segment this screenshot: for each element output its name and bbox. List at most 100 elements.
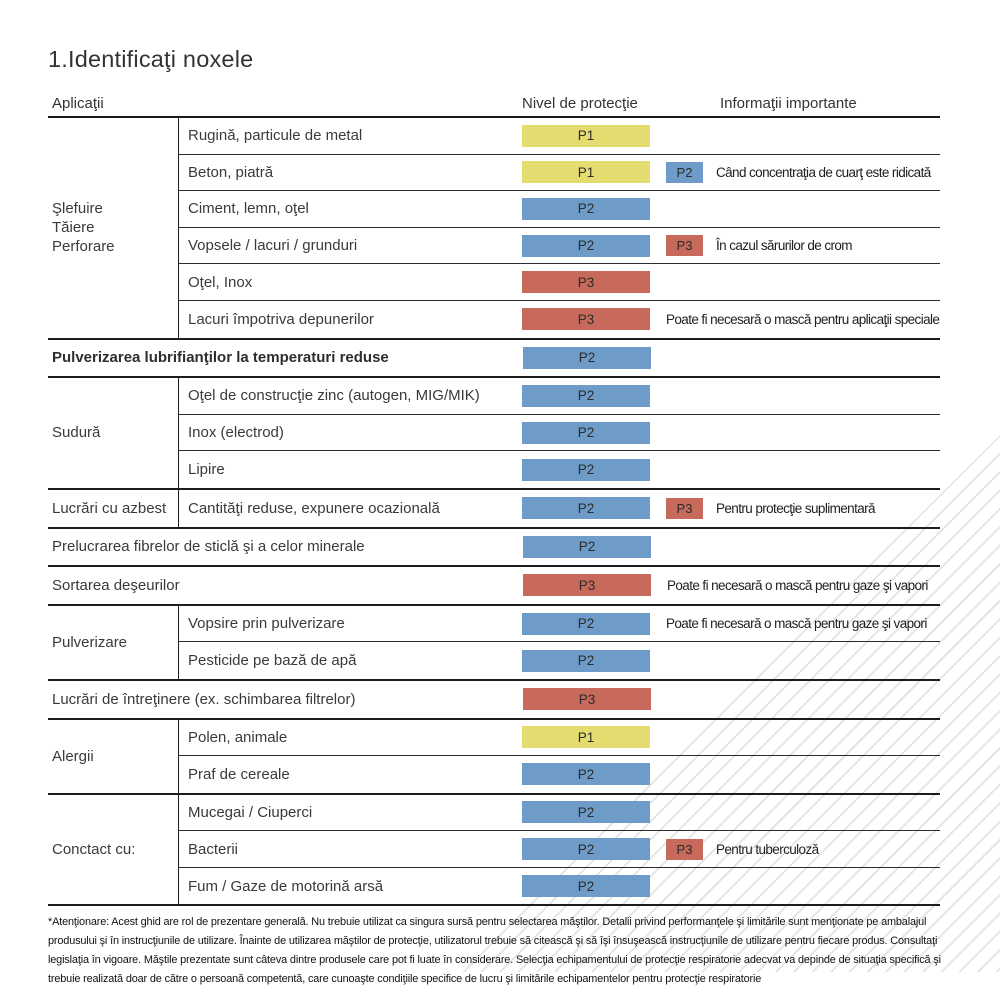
table-group: Prelucrarea fibrelor de sticlă şi a celo… bbox=[48, 529, 940, 568]
protection-badge-p2: P2 bbox=[522, 801, 650, 824]
protection-level-cell: P2 bbox=[522, 612, 659, 635]
application-label: Praf de cereale bbox=[188, 765, 290, 783]
table-row: Vopsele / lacuri / grunduri P2 P3 În cazul … bbox=[179, 228, 940, 265]
protection-badge-p2: P2 bbox=[522, 497, 650, 520]
protection-badge-p3: P3 bbox=[666, 235, 703, 257]
protection-badge-p2: P2 bbox=[523, 535, 651, 558]
table-row: Lucrări de întreţinere (ex. schimbarea f… bbox=[48, 681, 940, 718]
protection-level-cell: P2 bbox=[522, 801, 659, 824]
table-row: Inox (electrod) P2 bbox=[179, 415, 940, 452]
table-row: Beton, piatră P1 P2 Când concentraţia de cu… bbox=[179, 155, 940, 192]
table-group: Pulverizare Vopsire prin pulverizare P2 Poa… bbox=[48, 605, 940, 681]
group-rows: Oţel de construcţie zinc (autogen, MIG/M… bbox=[178, 378, 940, 488]
table-row: Fum / Gaze de motorină arsă P2 bbox=[179, 868, 940, 905]
table-row: Polen, animale P1 bbox=[179, 720, 940, 757]
protection-badge-p2: P2 bbox=[522, 649, 650, 672]
protection-badge-p2: P2 bbox=[522, 234, 650, 257]
header-important-info: Informaţii importante bbox=[720, 95, 857, 112]
protection-badge-p3: P3 bbox=[523, 688, 651, 711]
application-label: Bacterii bbox=[188, 840, 239, 858]
protection-level-cell: P1 bbox=[522, 161, 659, 184]
protection-badge-p1: P1 bbox=[522, 726, 650, 749]
table-row: Ciment, lemn, oţel P2 bbox=[179, 191, 940, 228]
table-group: Lucrări de întreţinere (ex. schimbarea f… bbox=[48, 681, 940, 720]
category-label: Conctact cu: bbox=[52, 840, 136, 858]
protection-level-cell: P2 bbox=[522, 875, 659, 898]
protection-badge-p2: P2 bbox=[522, 384, 650, 407]
protection-badge-p2: P2 bbox=[522, 197, 650, 220]
protection-level-cell: P3 bbox=[523, 688, 660, 711]
protection-badge-p3: P3 bbox=[522, 308, 650, 331]
application-label: Mucegai / Ciuperci bbox=[188, 803, 313, 821]
protection-level-cell: P2 bbox=[522, 384, 659, 407]
table-row: Prelucrarea fibrelor de sticlă şi a celo… bbox=[48, 529, 940, 566]
info-note: Poate fi necesară o mască pentru aplicaţ… bbox=[666, 311, 940, 327]
table-row: Lacuri împotriva depunerilor P3 Poate fi n… bbox=[179, 301, 940, 338]
protection-level-cell: P2 bbox=[522, 421, 659, 444]
application-label: Pesticide pe bază de apă bbox=[188, 652, 357, 670]
protection-level-cell: P2 bbox=[522, 497, 659, 520]
info-note: Când concentraţia de cuarţ este ridicată bbox=[716, 164, 931, 180]
table-row: Rugină, particule de metal P1 bbox=[179, 118, 940, 155]
table-group: Pulverizarea lubrifianţilor la temperatu… bbox=[48, 340, 940, 379]
group-rows: Cantităţi reduse, expunere ocazională P2 P… bbox=[178, 489, 940, 527]
protection-badge-p1: P1 bbox=[522, 161, 650, 184]
table-row: Oţel, Inox P3 bbox=[179, 264, 940, 301]
application-label: Prelucrarea fibrelor de sticlă şi a celo… bbox=[52, 538, 365, 556]
application-label: Inox (electrod) bbox=[188, 424, 284, 442]
protection-level-cell: P2 bbox=[522, 649, 659, 672]
protection-badge-p2: P2 bbox=[666, 161, 703, 183]
table-row: Mucegai / Ciuperci P2 bbox=[179, 795, 940, 832]
header-applications: Aplicaţii bbox=[52, 95, 104, 112]
footnote-text: *Atenţionare: Acest ghid are rol de prez… bbox=[48, 916, 941, 985]
protection-badge-p2: P2 bbox=[522, 838, 650, 861]
table-group: Sortarea deşeurilor P3 Poate fi necesară o… bbox=[48, 567, 940, 606]
application-label: Oţel, Inox bbox=[188, 273, 253, 291]
table-group: Sudură Oţel de construcţie zinc (autogen,… bbox=[48, 378, 940, 490]
application-label: Fum / Gaze de motorină arsă bbox=[188, 877, 384, 895]
table-row: Cantităţi reduse, expunere ocazională P2 P… bbox=[179, 490, 940, 527]
table-row: Praf de cereale P2 bbox=[179, 756, 940, 793]
category-label: Pulverizare bbox=[52, 633, 128, 651]
header-protection-level: Nivel de protecţie bbox=[522, 95, 638, 112]
group-rows: Vopsire prin pulverizare P2 Poate fi neces… bbox=[178, 605, 940, 679]
info-note: În cazul sărurilor de crom bbox=[716, 238, 853, 254]
table-row: Lipire P2 bbox=[179, 451, 940, 488]
application-label: Lucrări de întreţinere (ex. schimbarea f… bbox=[52, 690, 356, 708]
protection-level-cell: P3 bbox=[523, 574, 660, 597]
protection-level-cell: P2 bbox=[522, 763, 659, 786]
protection-level-cell: P2 bbox=[523, 535, 660, 558]
application-label: Beton, piatră bbox=[188, 163, 274, 181]
application-label: Pulverizarea lubrifianţilor la temperatu… bbox=[52, 349, 389, 367]
category-label: Alergii bbox=[52, 747, 94, 765]
info-note: Poate fi necesară o mască pentru gaze şi… bbox=[666, 616, 927, 632]
group-rows: Rugină, particule de metal P1 Beton, piatr… bbox=[178, 118, 940, 338]
application-label: Polen, animale bbox=[188, 728, 288, 746]
protection-level-cell: P2 bbox=[522, 838, 659, 861]
protection-level-cell: P3 bbox=[522, 271, 659, 294]
protection-level-cell: P2 bbox=[522, 234, 659, 257]
protection-badge-p1: P1 bbox=[522, 124, 650, 147]
group-rows: Polen, animale P1 Praf de cereale P2 bbox=[178, 719, 940, 793]
application-label: Oţel de construcţie zinc (autogen, MIG/M… bbox=[188, 387, 480, 405]
table-row: Oţel de construcţie zinc (autogen, MIG/M… bbox=[179, 378, 940, 415]
table-group: Conctact cu: Mucegai / Ciuperci P2 Bacterii… bbox=[48, 794, 940, 907]
protection-badge-p3: P3 bbox=[666, 497, 703, 519]
application-label: Vopsire prin pulverizare bbox=[188, 615, 345, 633]
info-note: Pentru tuberculoză bbox=[716, 841, 819, 857]
application-label: Lipire bbox=[188, 461, 225, 479]
protection-badge-p2: P2 bbox=[523, 346, 651, 369]
table-row: Sortarea deşeurilor P3 Poate fi necesară o… bbox=[48, 567, 940, 604]
group-rows: Mucegai / Ciuperci P2 Bacterii P2 P3 Pentru t… bbox=[178, 794, 940, 905]
protection-badge-p3: P3 bbox=[666, 838, 703, 860]
table-header: Aplicaţii Nivel de protecţie Informaţii … bbox=[48, 93, 940, 118]
protection-badge-p3: P3 bbox=[522, 271, 650, 294]
table-body: Şlefuire Tăiere Perforare Rugină, particu… bbox=[48, 118, 940, 907]
application-label: Ciment, lemn, oţel bbox=[188, 200, 309, 218]
table-row: Bacterii P2 P3 Pentru tuberculoză bbox=[179, 831, 940, 868]
table-row: Pesticide pe bază de apă P2 bbox=[179, 642, 940, 679]
protection-level-cell: P3 bbox=[522, 308, 659, 331]
table-row: Vopsire prin pulverizare P2 Poate fi neces… bbox=[179, 606, 940, 643]
application-label: Vopsele / lacuri / grunduri bbox=[188, 237, 358, 255]
